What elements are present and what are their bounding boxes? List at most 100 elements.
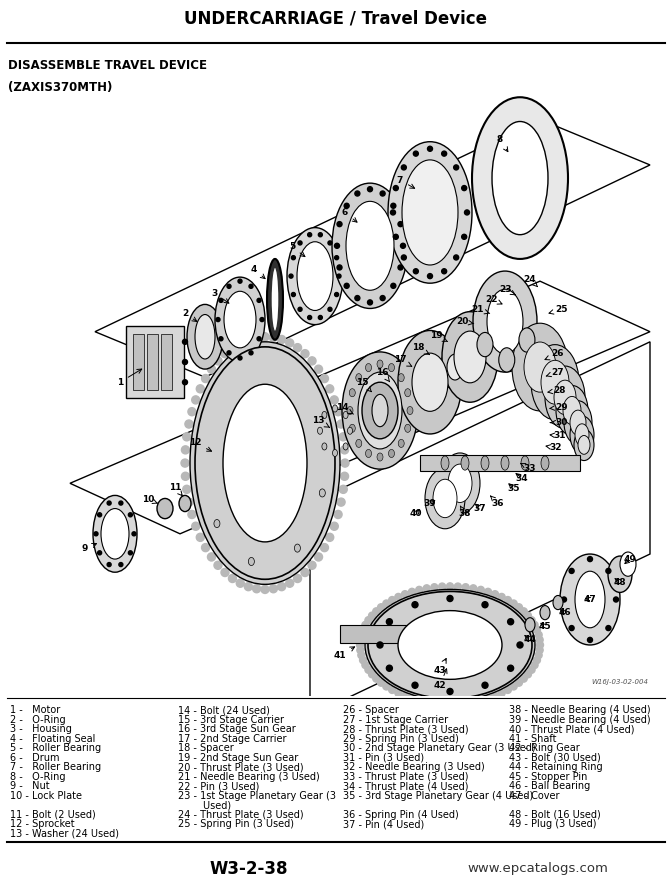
Circle shape <box>409 588 415 595</box>
Ellipse shape <box>440 453 480 514</box>
Text: 45: 45 <box>539 622 551 632</box>
Ellipse shape <box>540 605 550 619</box>
Text: 26 - Spacer: 26 - Spacer <box>343 705 398 715</box>
Ellipse shape <box>531 345 579 420</box>
Circle shape <box>401 692 409 699</box>
Circle shape <box>94 532 98 536</box>
Text: 38 - Needle Bearing (4 Used): 38 - Needle Bearing (4 Used) <box>509 705 651 715</box>
Text: 33 - Thrust Plate (3 Used): 33 - Thrust Plate (3 Used) <box>343 772 468 782</box>
Circle shape <box>515 603 522 610</box>
Ellipse shape <box>294 544 300 552</box>
Circle shape <box>423 698 430 705</box>
Circle shape <box>587 556 593 562</box>
Text: 1: 1 <box>117 369 142 386</box>
Ellipse shape <box>521 456 529 470</box>
Ellipse shape <box>553 595 563 610</box>
Text: 3 -   Housing: 3 - Housing <box>10 725 72 734</box>
Circle shape <box>216 317 220 322</box>
Ellipse shape <box>319 489 325 497</box>
Ellipse shape <box>412 354 448 411</box>
Ellipse shape <box>402 159 458 265</box>
Circle shape <box>253 333 261 341</box>
Circle shape <box>447 595 453 602</box>
Text: 20: 20 <box>456 317 474 326</box>
Text: 43 - Bolt (30 Used): 43 - Bolt (30 Used) <box>509 753 601 763</box>
Text: 36 - Spring Pin (4 Used): 36 - Spring Pin (4 Used) <box>343 810 458 820</box>
Circle shape <box>431 584 438 591</box>
Text: 16 - 3rd Stage Sun Gear: 16 - 3rd Stage Sun Gear <box>178 725 296 734</box>
Ellipse shape <box>322 443 327 450</box>
Text: 31: 31 <box>550 431 566 440</box>
Circle shape <box>292 256 296 260</box>
Ellipse shape <box>441 345 469 390</box>
Circle shape <box>128 513 132 517</box>
Circle shape <box>321 375 329 383</box>
Circle shape <box>587 637 593 642</box>
Ellipse shape <box>524 342 556 392</box>
Circle shape <box>380 191 385 196</box>
Polygon shape <box>310 342 650 716</box>
Ellipse shape <box>554 380 576 415</box>
Ellipse shape <box>525 618 535 632</box>
Circle shape <box>337 498 345 506</box>
Ellipse shape <box>398 439 405 447</box>
Circle shape <box>344 284 349 288</box>
Text: 25 - Spring Pin (3 Used): 25 - Spring Pin (3 Used) <box>178 820 294 829</box>
Ellipse shape <box>442 312 498 402</box>
Circle shape <box>362 662 369 669</box>
Circle shape <box>536 647 543 654</box>
Ellipse shape <box>388 449 394 457</box>
Ellipse shape <box>333 405 337 412</box>
Circle shape <box>388 687 396 694</box>
Circle shape <box>245 583 253 591</box>
Circle shape <box>442 268 447 274</box>
Circle shape <box>373 608 380 615</box>
Circle shape <box>192 396 200 404</box>
Ellipse shape <box>343 443 348 450</box>
Circle shape <box>386 665 392 672</box>
Circle shape <box>334 510 342 518</box>
Circle shape <box>614 597 618 602</box>
Ellipse shape <box>358 372 402 449</box>
Circle shape <box>183 432 191 441</box>
Circle shape <box>357 647 364 654</box>
Text: 25: 25 <box>549 305 569 315</box>
Text: 13: 13 <box>312 416 329 427</box>
Circle shape <box>132 532 136 536</box>
Text: 48 - Bolt (16 Used): 48 - Bolt (16 Used) <box>509 810 601 820</box>
Ellipse shape <box>249 557 255 565</box>
FancyBboxPatch shape <box>340 625 460 643</box>
Circle shape <box>531 662 538 669</box>
Ellipse shape <box>355 439 362 447</box>
Circle shape <box>328 307 332 311</box>
Circle shape <box>507 665 513 672</box>
Ellipse shape <box>366 363 372 371</box>
Circle shape <box>447 688 453 695</box>
Text: 11 - Bolt (2 Used): 11 - Bolt (2 Used) <box>10 810 96 820</box>
Text: 46 - Ball Bearing: 46 - Ball Bearing <box>509 781 591 791</box>
Circle shape <box>335 292 339 297</box>
Circle shape <box>380 296 385 300</box>
Circle shape <box>446 700 454 707</box>
Ellipse shape <box>563 396 581 424</box>
Circle shape <box>227 351 231 355</box>
Ellipse shape <box>564 400 592 445</box>
Text: 37: 37 <box>474 504 487 513</box>
Circle shape <box>462 234 466 239</box>
Bar <box>147 334 158 391</box>
Text: 9 -   Nut: 9 - Nut <box>10 781 50 791</box>
Circle shape <box>214 357 222 365</box>
Circle shape <box>395 689 402 696</box>
Ellipse shape <box>541 361 569 404</box>
Circle shape <box>398 265 403 270</box>
Circle shape <box>485 588 491 595</box>
Text: 4: 4 <box>251 265 265 278</box>
Circle shape <box>377 642 383 648</box>
Circle shape <box>183 339 187 345</box>
Circle shape <box>606 569 611 573</box>
Circle shape <box>383 600 390 607</box>
Text: 17: 17 <box>394 355 412 366</box>
Circle shape <box>365 666 372 673</box>
FancyBboxPatch shape <box>126 326 184 399</box>
Circle shape <box>482 682 488 688</box>
